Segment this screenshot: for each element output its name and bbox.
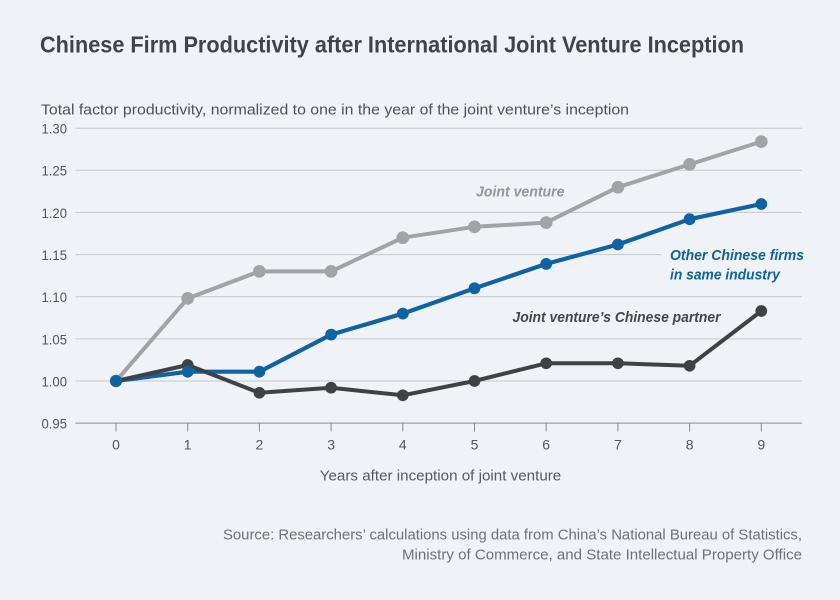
- svg-text:in same industry: in same industry: [670, 267, 781, 284]
- svg-text:5: 5: [471, 437, 479, 453]
- svg-text:8: 8: [686, 437, 694, 453]
- svg-text:Joint venture: Joint venture: [476, 183, 565, 200]
- svg-text:2: 2: [256, 437, 264, 453]
- svg-text:1.20: 1.20: [42, 205, 68, 221]
- svg-text:0: 0: [112, 437, 120, 453]
- svg-text:1.25: 1.25: [42, 163, 68, 179]
- svg-text:1.05: 1.05: [42, 331, 68, 347]
- svg-text:3: 3: [327, 437, 335, 453]
- svg-text:Years after inception of joint: Years after inception of joint venture: [320, 468, 562, 485]
- svg-text:1.30: 1.30: [42, 121, 68, 137]
- svg-text:Chinese Firm Productivity afte: Chinese Firm Productivity after Internat…: [40, 32, 744, 58]
- svg-text:6: 6: [542, 437, 550, 453]
- svg-text:7: 7: [614, 437, 622, 453]
- svg-text:Total factor productivity, nor: Total factor productivity, normalized to…: [41, 102, 629, 119]
- svg-text:Source: Researchers’ calculati: Source: Researchers’ calculations using …: [223, 527, 802, 544]
- svg-text:1.00: 1.00: [42, 373, 68, 389]
- svg-text:1.10: 1.10: [42, 289, 68, 305]
- svg-text:9: 9: [757, 437, 765, 453]
- svg-text:Ministry of Commerce, and Stat: Ministry of Commerce, and State Intellec…: [402, 547, 802, 564]
- svg-text:Other Chinese firms: Other Chinese firms: [670, 247, 804, 264]
- svg-text:0.95: 0.95: [42, 416, 68, 432]
- svg-text:Joint venture’s Chinese partne: Joint venture’s Chinese partner: [513, 309, 722, 326]
- svg-text:4: 4: [399, 437, 407, 453]
- svg-text:1: 1: [184, 437, 192, 453]
- svg-text:1.15: 1.15: [42, 247, 68, 263]
